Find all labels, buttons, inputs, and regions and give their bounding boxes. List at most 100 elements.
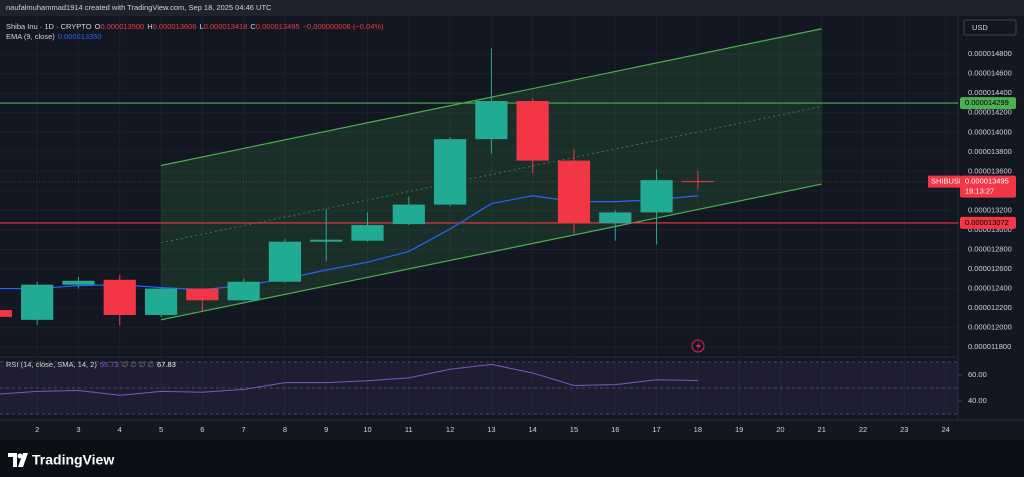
- last-price-symbol-box: [928, 175, 960, 188]
- y-tick-label: 0.000012000: [968, 323, 1012, 332]
- alert-icon-bolt: [696, 342, 701, 351]
- candle-body: [268, 241, 302, 282]
- y-tick-label: 0.000013800: [968, 147, 1012, 156]
- rsi-empty: ∅ ∅ ∅ ∅: [122, 360, 155, 369]
- y-tick-label: 0.000014600: [968, 69, 1012, 78]
- y-tick-label: 0.000012400: [968, 284, 1012, 293]
- y-tick-label: 0.000014400: [968, 88, 1012, 97]
- level-label: 0.000014299: [965, 98, 1009, 107]
- ohlc-value: 0.000013418: [204, 22, 248, 31]
- candle-body: [433, 139, 467, 205]
- x-tick-label: 7: [242, 425, 246, 434]
- currency-box: [963, 19, 1017, 36]
- candle-body: [310, 239, 343, 242]
- candle-body: [62, 280, 95, 285]
- x-tick-label: 5: [159, 425, 163, 434]
- level-label-box: [960, 97, 1016, 110]
- ohlc-label: L: [199, 22, 203, 31]
- legend: Shiba Inu · 1D · CRYPTO O 0.000013500 H 0.00…: [6, 22, 384, 369]
- x-tick-label: 9: [324, 425, 328, 434]
- candle-body: [475, 101, 508, 140]
- countdown: 19:13:27: [965, 187, 994, 196]
- footer: [0, 440, 1024, 477]
- candle-body: [227, 281, 260, 301]
- y-tick-label: 0.000013600: [968, 166, 1012, 175]
- y-tick-label: 0.000013000: [968, 225, 1012, 234]
- alert-icon: [691, 339, 705, 353]
- rsi-band: [0, 361, 958, 415]
- x-tick-label: 10: [363, 425, 371, 434]
- ohlc-label: H: [147, 22, 152, 31]
- ohlc-label: C: [250, 22, 256, 31]
- rsi-tick-label: 60.00: [968, 370, 987, 379]
- x-tick-label: 16: [611, 425, 619, 434]
- candle-body: [516, 101, 549, 161]
- x-tick-label: 19: [735, 425, 743, 434]
- x-tick-label: 8: [283, 425, 287, 434]
- x-tick-label: 21: [818, 425, 826, 434]
- ohlc-label: O: [95, 22, 101, 31]
- price-pane: [0, 28, 958, 326]
- ohlc-value: 0.000013495: [256, 22, 300, 31]
- y-tick-label: 0.000012600: [968, 264, 1012, 273]
- ohlc-value: 0.000013606: [153, 22, 197, 31]
- x-tick-label: 24: [941, 425, 949, 434]
- x-tick-label: 20: [776, 425, 784, 434]
- x-tick-label: 22: [859, 425, 867, 434]
- ohlc-value: 0.000013500: [100, 22, 144, 31]
- y-tick-label: 0.000012800: [968, 244, 1012, 253]
- rsi-value: 55.73: [100, 360, 119, 369]
- y-tick-label: 0.000012200: [968, 303, 1012, 312]
- brand: TradingView: [32, 452, 114, 468]
- x-tick-label: 23: [900, 425, 908, 434]
- candle-body: [681, 181, 714, 183]
- candle-body: [186, 288, 219, 301]
- x-tick-label: 4: [118, 425, 122, 434]
- credit: naufalmuhammad1914 created with TradingV…: [6, 3, 272, 12]
- symbol: Shiba Inu · 1D · CRYPTO: [6, 22, 92, 31]
- credit-bar: [0, 0, 1024, 16]
- rsi-ma-value: 67.83: [157, 360, 176, 369]
- ema-value: 0.000013350: [58, 32, 102, 41]
- ema-label: EMA (9, close): [6, 32, 55, 41]
- rsi-tick-label: 40.00: [968, 396, 987, 405]
- y-tick-label: 0.000014200: [968, 108, 1012, 117]
- x-tick-label: 13: [487, 425, 495, 434]
- candle-body: [103, 279, 136, 315]
- channel-lower: [160, 183, 822, 321]
- y-tick-label: 0.000014800: [968, 49, 1012, 58]
- candle-body: [351, 225, 384, 241]
- change: −0.000000006 (−0.04%): [303, 22, 384, 31]
- candle-body: [557, 160, 591, 224]
- y-tick-label: 0.000014000: [968, 127, 1012, 136]
- x-tick-label: 14: [529, 425, 537, 434]
- grid: [0, 16, 958, 420]
- x-tick-label: 3: [76, 425, 80, 434]
- y-tick-label: 0.000011800: [968, 342, 1011, 351]
- rsi-label: RSI (14, close, SMA, 14, 2): [6, 360, 97, 369]
- x-tick-label: 2: [35, 425, 39, 434]
- level-label: 0.000013072: [965, 218, 1009, 227]
- x-tick-label: 6: [200, 425, 204, 434]
- y-tick-label: 0.000013200: [968, 205, 1012, 214]
- x-tick-label: 11: [405, 425, 413, 434]
- candle-body: [144, 288, 178, 315]
- last-price-symbol: SHIBUSD: [931, 177, 965, 186]
- x-tick-label: 12: [446, 425, 454, 434]
- candle-body: [21, 284, 54, 320]
- candle-body: [599, 212, 632, 224]
- last-price-box: [960, 175, 1016, 198]
- x-tick-label: 15: [570, 425, 578, 434]
- rsi-pane: [0, 361, 958, 415]
- candle-body: [392, 204, 425, 225]
- level-label-box: [960, 216, 1016, 229]
- last-price-label: 0.000013495: [965, 177, 1009, 186]
- candle-body: [640, 180, 673, 213]
- x-tick-label: 18: [694, 425, 702, 434]
- brand-logo-dot: [17, 453, 23, 459]
- x-tick-label: 17: [652, 425, 660, 434]
- rsi-line: [0, 363, 698, 396]
- currency: USD: [972, 23, 988, 32]
